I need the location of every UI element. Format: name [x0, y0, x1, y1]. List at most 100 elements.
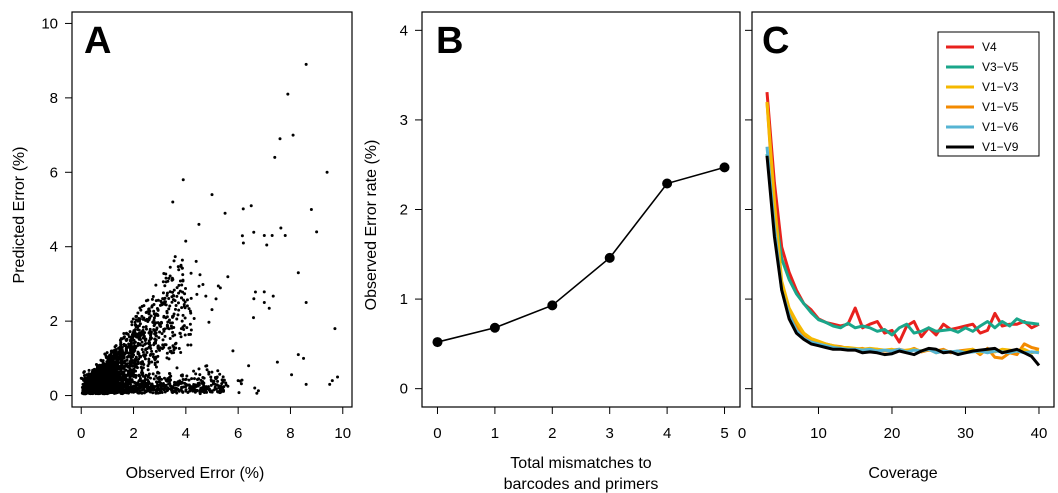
panel-a-point: [172, 288, 176, 292]
panel-a-point: [82, 374, 86, 378]
panel-a-point: [212, 388, 216, 392]
panel-a-point: [204, 294, 208, 298]
panel-a-point: [139, 308, 143, 312]
panel-a-point: [204, 386, 208, 390]
panel-a-point: [175, 366, 179, 370]
panel-a-point: [153, 332, 157, 336]
panel-a-point: [141, 380, 145, 384]
panel-a-point: [156, 308, 160, 312]
panel-a-point: [151, 388, 155, 392]
panel-a-xtick-label: 0: [77, 425, 85, 442]
panel-a-point: [186, 383, 190, 387]
panel-a-point: [179, 335, 183, 339]
panel-a-point: [154, 334, 158, 338]
panel-a-point: [215, 375, 219, 379]
panel-b-point: [547, 300, 558, 311]
panel-a-point: [121, 374, 125, 378]
panel-a-point: [185, 304, 189, 308]
panel-a-point: [112, 372, 116, 376]
panel-a-point: [192, 377, 196, 381]
panel-a-point: [148, 327, 152, 331]
panel-a-point: [174, 389, 178, 393]
panel-a-point: [192, 385, 196, 389]
panel-a-point: [177, 308, 181, 312]
panel-a-point: [83, 388, 87, 392]
panel-a-point: [161, 291, 165, 295]
panel-a-point: [133, 328, 137, 332]
panel-a-point: [150, 349, 154, 353]
panel-a-point: [157, 346, 161, 350]
panel-a-point: [152, 318, 156, 322]
panel-a-point: [179, 381, 183, 385]
panel-a-point: [146, 320, 150, 324]
panel-a-point: [256, 389, 260, 393]
panel-a-point: [107, 369, 111, 373]
panel-a-point: [174, 341, 178, 345]
panel-a-point: [105, 351, 109, 355]
panel-a-point: [267, 306, 271, 310]
panel-b-xtick-label: 0: [433, 425, 441, 442]
panel-b-ytick-label: 0: [400, 381, 408, 398]
panel-a-point: [153, 361, 157, 365]
panel-a-point: [216, 284, 220, 288]
panel-a-point: [127, 385, 131, 389]
panel-a-point: [173, 333, 177, 337]
panel-a-point: [124, 343, 128, 347]
panel-a-point: [194, 385, 198, 389]
panel-a-point: [184, 389, 188, 393]
panel-a-points: [79, 62, 340, 396]
panel-a-point: [163, 296, 167, 300]
panel-a-point: [100, 380, 104, 384]
panel-c-legend: V4 V3−V5 V1−V3 V1−V5 V1−V6 V1−V9: [937, 31, 1040, 157]
panel-a-point: [202, 376, 206, 380]
panel-c-legend-label: V1−V3: [982, 80, 1019, 94]
panel-a-point: [241, 241, 245, 245]
panel-a-point: [144, 299, 148, 303]
panel-a-point: [178, 289, 182, 293]
panel-a-point: [119, 350, 123, 354]
panel-a-point: [129, 356, 133, 360]
panel-a-point: [132, 387, 136, 391]
panel-a-point: [128, 330, 132, 334]
panel-a-point: [236, 379, 240, 383]
panel-a-point: [167, 372, 171, 376]
panel-a-point: [330, 379, 334, 383]
panel-a-point: [122, 364, 126, 368]
panel-a-point: [137, 379, 141, 383]
panel-a-point: [83, 382, 87, 386]
panel-a-point: [92, 381, 96, 385]
panel-c-legend-box: [937, 31, 1040, 157]
panel-c-xtick-label: 30: [957, 425, 974, 442]
panel-c: C 10 20 30 400 V4V3−V5V1−V3V1−V5V1−V6V1−V9 …: [738, 11, 1055, 482]
panel-a-point: [153, 337, 157, 341]
panel-a-point: [168, 378, 172, 382]
panel-a-point: [241, 207, 245, 211]
panel-a-point: [182, 303, 186, 307]
panel-a-point: [102, 376, 106, 380]
panel-a-point: [157, 336, 161, 340]
panel-a-point: [109, 349, 113, 353]
panel-a-point: [151, 295, 155, 299]
panel-a-point: [146, 368, 150, 372]
panel-c-axes: 10 20 30 40 0: [738, 29, 1047, 442]
panel-a-point: [150, 305, 154, 309]
panel-a-point: [220, 389, 224, 393]
panel-a-point: [166, 326, 170, 330]
panel-a-point: [167, 297, 171, 301]
panel-a-frame: [71, 11, 353, 408]
panel-a-point: [239, 382, 243, 386]
panel-a-point: [184, 287, 188, 291]
panel-a-point: [129, 351, 133, 355]
panel-a-point: [126, 381, 130, 385]
panel-a-point: [148, 376, 152, 380]
panel-a-point: [168, 337, 172, 341]
panel-a-point: [121, 380, 125, 384]
panel-a-point: [130, 323, 134, 327]
panel-a: A 0 2 4 6 8 10 0 2 4 6 8 10 Observed Error (%) Pred…: [11, 11, 353, 482]
panel-a-point: [201, 282, 205, 286]
panel-a-point: [136, 341, 140, 345]
panel-a-point: [183, 306, 187, 310]
panel-a-point: [185, 374, 189, 378]
panel-a-point: [166, 320, 170, 324]
panel-c-legend-label: V1−V5: [982, 100, 1019, 114]
